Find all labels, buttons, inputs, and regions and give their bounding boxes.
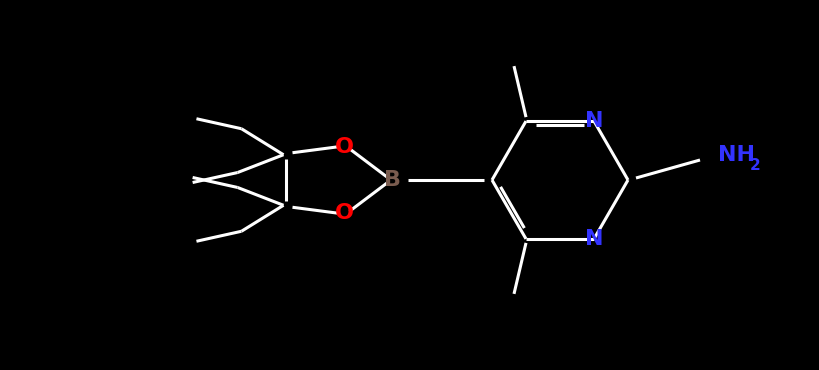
Text: O: O bbox=[335, 137, 354, 157]
Text: 2: 2 bbox=[750, 158, 761, 172]
Text: N: N bbox=[585, 229, 604, 249]
Text: O: O bbox=[335, 203, 354, 223]
Text: NH: NH bbox=[718, 145, 755, 165]
Text: N: N bbox=[585, 111, 604, 131]
Text: B: B bbox=[383, 170, 400, 190]
